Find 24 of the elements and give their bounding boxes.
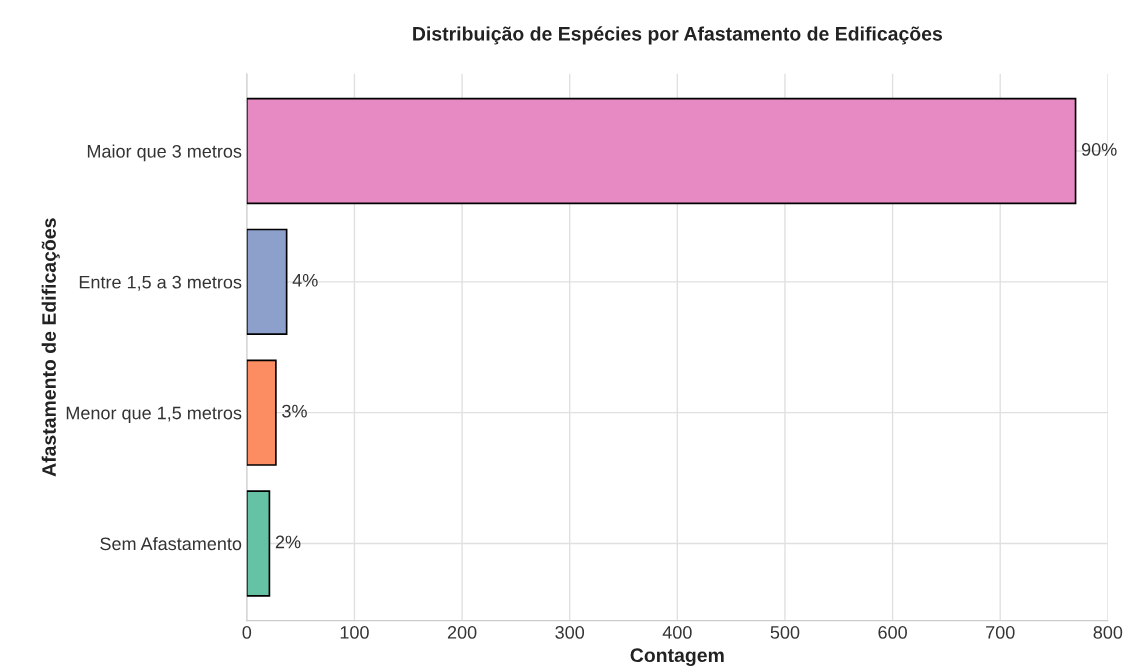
x-tick-label: 400 xyxy=(662,626,692,639)
annotation: 3% xyxy=(282,404,307,418)
x-tick-label: 100 xyxy=(340,626,369,639)
bar xyxy=(246,97,1077,205)
x-tick-label: 0 xyxy=(242,626,252,639)
annotation: 2% xyxy=(275,535,301,549)
y-tick-label: Maior que 3 metros xyxy=(87,144,242,162)
chart-title: Distribuição de Espécies por Afastamento de Edificações xyxy=(413,26,943,45)
bar xyxy=(246,359,277,466)
x-tick-label: 200 xyxy=(447,626,477,639)
annotation: 90% xyxy=(1081,143,1117,156)
bar xyxy=(246,490,271,597)
x-tick-label: 300 xyxy=(555,626,585,639)
y-axis-title: Afastamento de Edificações xyxy=(41,218,60,477)
y-tick-label: Sem Afastamento xyxy=(100,536,242,551)
y-tick-label: Menor que 1,5 metros xyxy=(66,406,242,423)
x-axis-title: Contagem xyxy=(630,648,724,667)
x-tick-label: 700 xyxy=(986,626,1015,639)
bar xyxy=(246,228,288,335)
x-tick-label: 500 xyxy=(770,626,800,639)
x-tick-label: 800 xyxy=(1093,626,1123,639)
y-tick-label: Entre 1,5 a 3 metros xyxy=(79,275,242,291)
annotation: 4% xyxy=(292,273,318,287)
x-tick-label: 600 xyxy=(878,626,907,639)
